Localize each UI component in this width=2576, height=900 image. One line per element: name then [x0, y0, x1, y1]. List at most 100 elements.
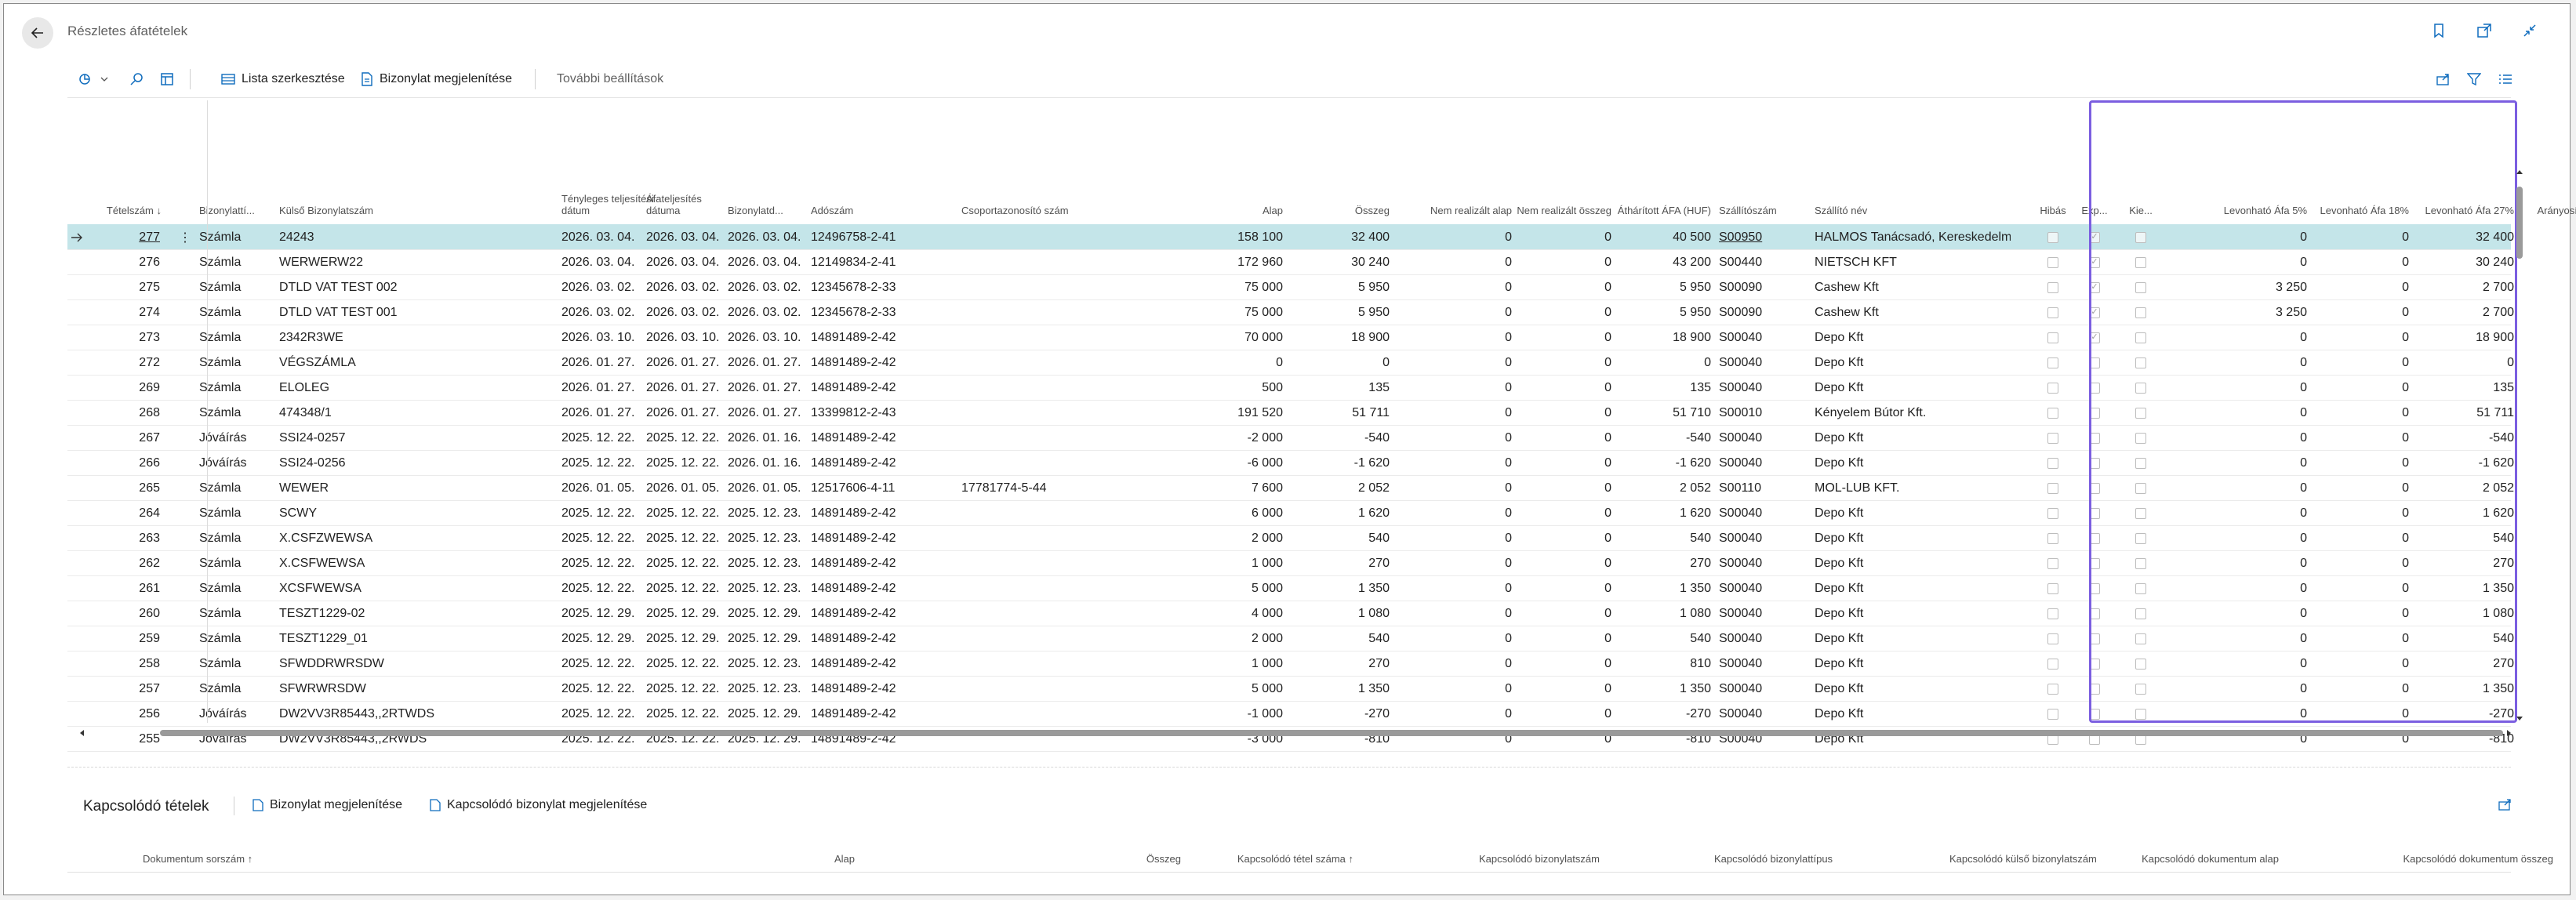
table-row[interactable]: 258 Számla SFWDDRWRSDW 2025. 12. 22. 2025. 1… [67, 651, 2514, 677]
cell-szall[interactable]: S00040 [1719, 350, 1813, 376]
table-row[interactable]: 265 Számla WEWER 2026. 01. 05. 2026. 01. 05.… [67, 475, 2514, 501]
cell-szall[interactable]: S00040 [1719, 626, 1813, 651]
cell-tetel[interactable]: 272 [67, 350, 162, 376]
column-header-csop[interactable]: Csoportazonosító szám [961, 205, 1069, 216]
filter-button[interactable] [2467, 61, 2481, 97]
table-row[interactable]: 267 Jóváírás SSI24-0257 2025. 12. 22. 2025. … [67, 425, 2514, 451]
column-header-athar[interactable]: Áthárított ÁFA (HUF) [1617, 205, 1711, 216]
related-column-header[interactable]: Kapcsolódó bizonylatszám [1479, 853, 1600, 865]
vertical-scroll-thumb[interactable] [2516, 187, 2523, 259]
table-row[interactable]: 259 Számla TESZT1229_01 2025. 12. 29. 2025. … [67, 626, 2514, 651]
layout-button[interactable] [160, 61, 174, 97]
cell-szall[interactable]: S00110 [1719, 475, 1813, 501]
search-button[interactable] [130, 61, 144, 97]
table-row[interactable]: 256 Jóváírás DW2VV3R85443,,2RTWDS 2025. 12.… [67, 701, 2514, 727]
column-header-szall[interactable]: Szállítószám [1719, 205, 1777, 216]
cell-szall[interactable]: S00040 [1719, 701, 1813, 727]
cell-tetel[interactable]: 258 [67, 651, 162, 677]
horizontal-scroll-thumb[interactable] [160, 730, 2503, 736]
related-column-header[interactable]: Összeg [1146, 853, 1181, 865]
table-row[interactable]: 268 Számla 474348/1 2026. 01. 27. 2026. 01. … [67, 400, 2514, 426]
cell-szall[interactable]: S00040 [1719, 601, 1813, 626]
column-header-kie[interactable]: Kie... [2129, 205, 2153, 216]
cell-tetel[interactable]: 260 [67, 601, 162, 626]
column-header-bizt[interactable]: Bizonylattí... [199, 205, 255, 216]
column-header-hibas[interactable]: Hibás [2040, 205, 2066, 216]
related-show-related-document-button[interactable]: Kapcsolódó bizonylat megjelenítése [430, 798, 647, 812]
cell-tetel[interactable]: 259 [67, 626, 162, 651]
related-column-header[interactable]: Kapcsolódó külső bizonylatszám [1949, 853, 2097, 865]
cell-szall[interactable]: S00040 [1719, 550, 1813, 576]
cell-tetel[interactable]: 262 [67, 550, 162, 576]
related-column-header[interactable]: Dokumentum sorszám ↑ [143, 853, 253, 865]
table-row[interactable]: 276 Számla WERWERW22 2026. 03. 04. 2026. 03.… [67, 249, 2514, 275]
back-button[interactable] [22, 17, 53, 49]
cell-tetel[interactable]: 265 [67, 475, 162, 501]
column-header-lev5[interactable]: Levonható Áfa 5% [2223, 205, 2307, 216]
column-header-kulso[interactable]: Külső Bizonylatszám [279, 205, 373, 216]
cell-tetel[interactable]: 256 [67, 701, 162, 727]
table-row[interactable]: 262 Számla X.CSFWEWSA 2025. 12. 22. 2025. 12… [67, 550, 2514, 576]
cell-tetel[interactable]: 269 [67, 375, 162, 401]
row-menu-icon[interactable]: ⋮ [179, 230, 191, 245]
column-header-bizd[interactable]: Bizonylatd... [728, 205, 783, 216]
cell-tetel[interactable]: 276 [67, 249, 162, 275]
related-column-header[interactable]: Kapcsolódó bizonylattípus [1714, 853, 1833, 865]
table-row[interactable]: 273 Számla 2342R3WE 2026. 03. 10. 2026. 03. … [67, 325, 2514, 350]
cell-szall[interactable]: S00950 [1719, 224, 1813, 250]
cell-tetel[interactable]: 273 [67, 325, 162, 350]
edit-list-button[interactable]: Lista szerkesztése [221, 61, 345, 97]
table-row[interactable]: 260 Számla TESZT1229-02 2025. 12. 29. 2025. … [67, 601, 2514, 626]
bookmark-icon[interactable] [2430, 22, 2447, 39]
cell-szall[interactable]: S00040 [1719, 525, 1813, 551]
cell-tetel[interactable]: 267 [67, 425, 162, 451]
cell-szall[interactable]: S00040 [1719, 375, 1813, 401]
column-header-exp[interactable]: Exp... [2081, 205, 2108, 216]
related-column-header[interactable]: Kapcsolódó tétel száma ↑ [1237, 853, 1353, 865]
column-header-nralap[interactable]: Nem realizált alap [1430, 205, 1512, 216]
cell-szall[interactable]: S00040 [1719, 575, 1813, 601]
table-row[interactable]: 275 Számla DTLD VAT TEST 002 2026. 03. 02. 2… [67, 274, 2514, 300]
related-column-header[interactable]: Kapcsolódó dokumentum alap [2142, 853, 2279, 865]
show-document-button[interactable]: Bizonylat megjelenítése [361, 61, 512, 97]
list-view-button[interactable] [2498, 61, 2512, 97]
cell-szall[interactable]: S00010 [1719, 400, 1813, 426]
column-header-arany[interactable]: Arányosított Áfa [2537, 205, 2576, 216]
cell-tetel[interactable]: 275 [67, 274, 162, 300]
cell-tetel[interactable]: 257 [67, 676, 162, 702]
open-new-window-icon[interactable] [2476, 22, 2493, 39]
cell-tetel[interactable]: 277 [67, 224, 162, 250]
column-header-lev27[interactable]: Levonható Áfa 27% [2425, 205, 2514, 216]
column-header-alap[interactable]: Alap [1262, 205, 1283, 216]
table-row[interactable]: 261 Számla XCSFWEWSA 2025. 12. 22. 2025. 12.… [67, 575, 2514, 601]
cell-szall[interactable]: S00040 [1719, 651, 1813, 677]
cell-szall[interactable]: S00090 [1719, 274, 1813, 300]
column-header-tenyl[interactable]: Tényleges teljesítési dátum [561, 193, 654, 216]
cell-szall[interactable]: S00440 [1719, 249, 1813, 275]
table-row[interactable]: 272 Számla VÉGSZÁMLA 2026. 01. 27. 2026. 01.… [67, 350, 2514, 376]
table-row[interactable]: 266 Jóváírás SSI24-0256 2025. 12. 22. 2025. … [67, 450, 2514, 476]
column-header-szallnev[interactable]: Szállító név [1815, 205, 1868, 216]
cell-tetel[interactable]: 274 [67, 299, 162, 325]
collapse-icon[interactable] [2521, 22, 2538, 39]
table-row[interactable]: 269 Számla ELOLEG 2026. 01. 27. 2026. 01. 27… [67, 375, 2514, 401]
related-share-button[interactable] [2498, 798, 2512, 811]
column-header-osszeg[interactable]: Összeg [1354, 205, 1390, 216]
cell-tetel[interactable]: 266 [67, 450, 162, 476]
more-settings-button[interactable]: További beállítások [557, 61, 663, 97]
cell-szall[interactable]: S00040 [1719, 425, 1813, 451]
cell-szall[interactable]: S00040 [1719, 500, 1813, 526]
column-header-ado[interactable]: Adószám [811, 205, 854, 216]
cell-szall[interactable]: S00090 [1719, 299, 1813, 325]
column-header-afat[interactable]: Áfateljesítés dátuma [646, 193, 702, 216]
related-column-header[interactable]: Kapcsolódó dokumentum összeg [2403, 853, 2553, 865]
cell-szall[interactable]: S00040 [1719, 676, 1813, 702]
column-header-lev18[interactable]: Levonható Áfa 18% [2320, 205, 2409, 216]
related-column-header[interactable]: Alap [834, 853, 855, 865]
share-button[interactable] [2436, 61, 2451, 97]
cell-tetel[interactable]: 263 [67, 525, 162, 551]
cell-szall[interactable]: S00040 [1719, 325, 1813, 350]
column-header-nrossz[interactable]: Nem realizált összeg [1517, 205, 1611, 216]
table-row[interactable]: 274 Számla DTLD VAT TEST 001 2026. 03. 02. 2… [67, 299, 2514, 325]
cell-szall[interactable]: S00040 [1719, 450, 1813, 476]
